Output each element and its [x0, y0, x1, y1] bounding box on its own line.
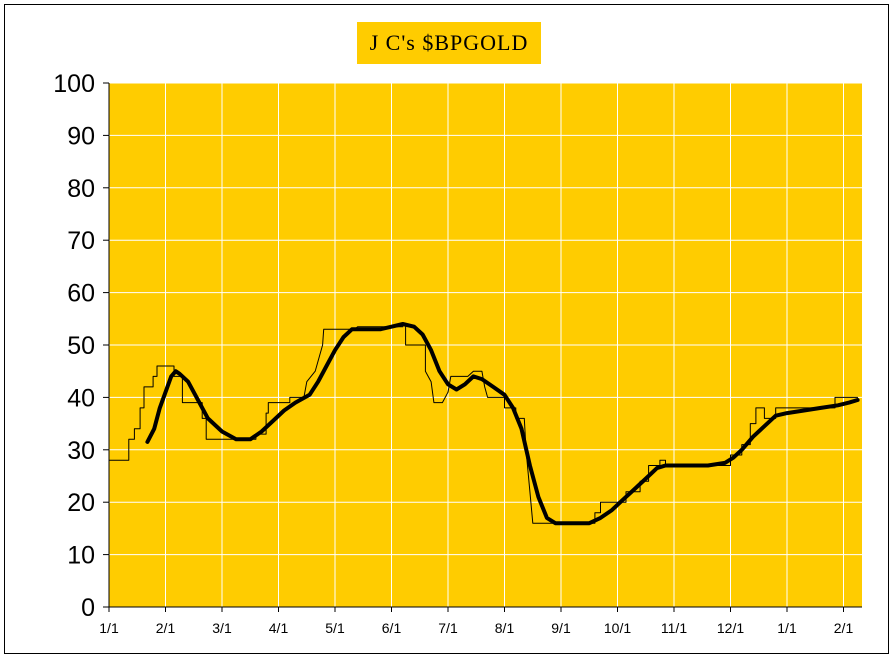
- y-tick-label: 70: [67, 227, 95, 255]
- y-tick-label: 50: [67, 332, 95, 360]
- smoothed-series-line: [145, 322, 860, 526]
- y-tick-label: 40: [67, 384, 95, 412]
- x-tick-label: 11/1: [661, 620, 687, 636]
- y-tick-label: 100: [53, 70, 95, 98]
- series-group: [108, 322, 860, 526]
- y-tick-labels: 0 10 20 30 40 50 60 70 80 90 100: [53, 70, 95, 622]
- y-tick-label: 90: [67, 122, 95, 150]
- x-tick-label: 3/1: [212, 620, 232, 636]
- x-tick-label: 4/1: [269, 620, 289, 636]
- y-tick-label: 30: [67, 437, 95, 465]
- x-tick-label: 7/1: [438, 620, 458, 636]
- x-tick-label: 6/1: [382, 620, 402, 636]
- x-tick-label: 1/1: [99, 620, 119, 636]
- y-tick-label: 10: [67, 542, 95, 570]
- x-tick-label: 8/1: [495, 620, 515, 636]
- chart-title-box: J C's $BPGOLD: [357, 22, 541, 64]
- x-tick-label: 2/1: [156, 620, 176, 636]
- y-tick-label: 20: [67, 489, 95, 517]
- axes: [103, 82, 862, 612]
- y-tick-label: 80: [67, 175, 95, 203]
- x-tick-label: 1/1: [777, 620, 797, 636]
- chart-title: J C's $BPGOLD: [369, 30, 529, 55]
- x-tick-labels: 1/1 2/1 3/1 4/1 5/1 6/1 7/1 8/1 9/1 10/1 11/1 12/1 1…: [99, 620, 853, 636]
- grid-lines: [109, 82, 862, 607]
- x-tick-label: 12/1: [717, 620, 744, 636]
- x-tick-label: 10/1: [604, 620, 631, 636]
- x-tick-label: 2/1: [834, 620, 854, 636]
- x-tick-label: 5/1: [325, 620, 345, 636]
- y-tick-label: 0: [81, 594, 95, 622]
- y-tick-label: 60: [67, 280, 95, 308]
- x-tick-label: 9/1: [551, 620, 571, 636]
